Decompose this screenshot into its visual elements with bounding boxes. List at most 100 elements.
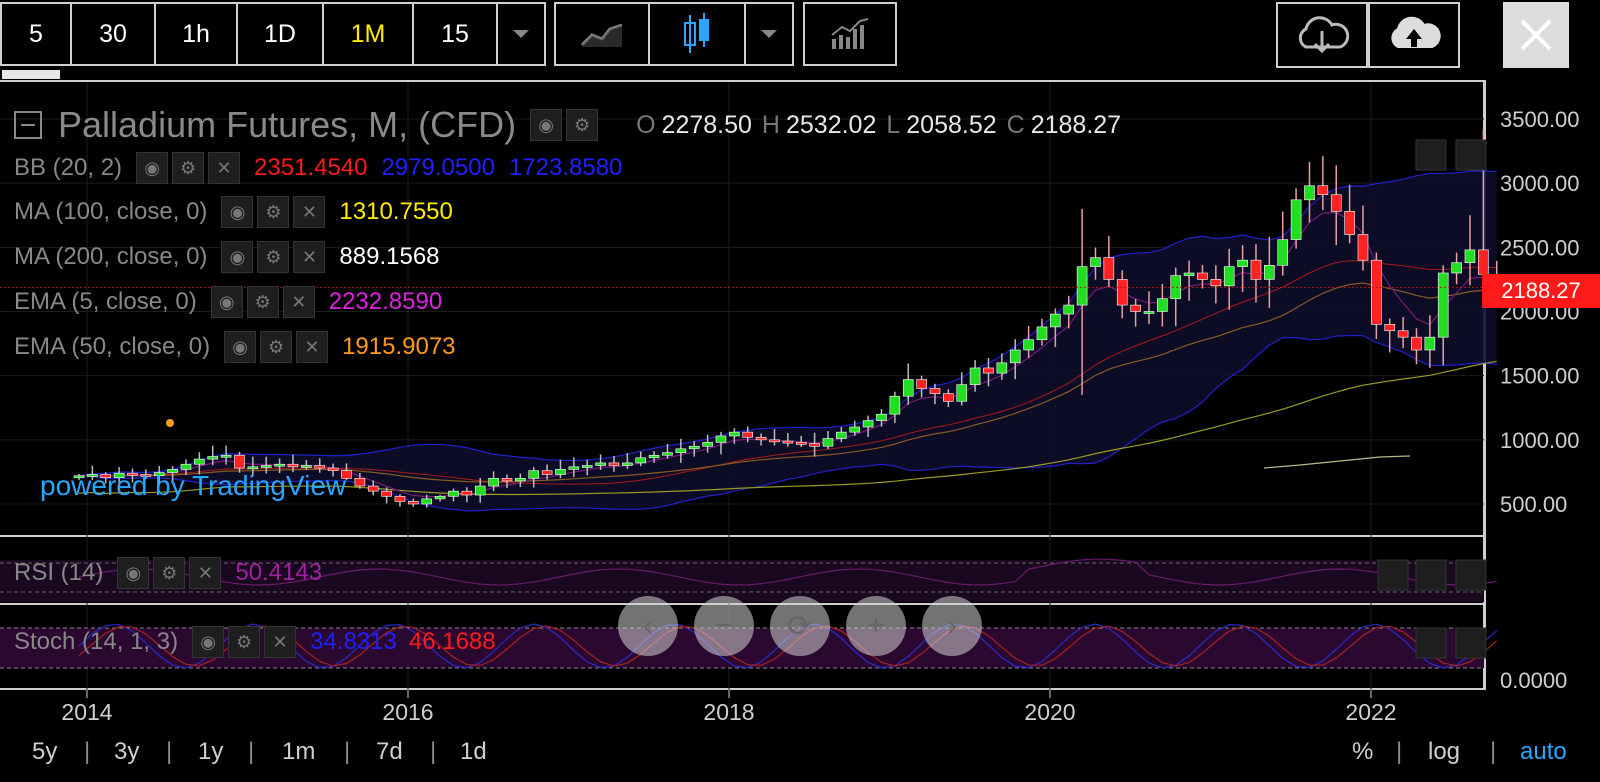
candle-body <box>274 463 285 467</box>
eye-icon[interactable]: ◉ <box>117 557 150 589</box>
stoch-axis-label: 0.0000 <box>1500 668 1568 693</box>
eye-icon[interactable]: ◉ <box>136 152 169 184</box>
candle-body <box>234 454 245 469</box>
bb-lower-line <box>78 334 1497 512</box>
interval-1m[interactable]: 1M <box>324 4 414 64</box>
indicator-row: EMA (5, close, 0) ◉ ⚙ ✕ 2232.8590 <box>14 286 456 318</box>
candle-body <box>956 384 968 402</box>
gear-icon[interactable]: ⚙ <box>260 331 293 363</box>
candle-body <box>809 443 820 447</box>
collapse-icon[interactable] <box>14 111 42 139</box>
auto-toggle[interactable]: auto <box>1520 738 1567 765</box>
interval-15[interactable]: 15 <box>414 4 498 64</box>
interval-30[interactable]: 30 <box>72 4 156 64</box>
scroll-right-button[interactable]: › <box>922 596 982 656</box>
candle-body <box>1090 257 1101 267</box>
gear-icon[interactable]: ⚙ <box>257 196 290 228</box>
candle-body <box>876 413 887 421</box>
close-icon[interactable]: ✕ <box>189 557 222 589</box>
close-icon[interactable]: ✕ <box>296 331 329 363</box>
close-icon[interactable]: ✕ <box>293 196 326 228</box>
close-icon[interactable]: ✕ <box>208 152 241 184</box>
candle-body <box>1050 313 1061 328</box>
candle-body <box>434 495 446 500</box>
candle-body <box>943 393 954 402</box>
separator: | <box>1396 738 1403 765</box>
candle-body <box>983 367 994 374</box>
ohlc-value: 2278.50 <box>661 110 752 139</box>
stoch-legend: Stoch (14, 1, 3) ◉ ⚙ ✕ 34.8313 46.1688 <box>14 626 496 658</box>
zoom-out-button[interactable]: − <box>694 596 754 656</box>
interval-5[interactable]: 5 <box>2 4 72 64</box>
range-7d[interactable]: 7d <box>376 738 403 765</box>
watermark: powered by TradingView <box>40 470 347 501</box>
range-1d[interactable]: 1d <box>460 738 487 765</box>
gear-icon[interactable]: ⚙ <box>246 286 279 318</box>
chart-type-dropdown[interactable] <box>746 4 792 64</box>
cloud-download-button[interactable] <box>1276 2 1368 68</box>
x-tick-label: 2016 <box>382 699 433 725</box>
interval-1d[interactable]: 1D <box>238 4 324 64</box>
percent-toggle[interactable]: % <box>1352 738 1374 765</box>
reset-button[interactable]: ⟳ <box>770 596 830 656</box>
range-5y[interactable]: 5y <box>32 738 58 765</box>
candle-body <box>1451 262 1462 274</box>
indicators-group <box>803 2 897 66</box>
candle-body <box>608 462 620 466</box>
toolbar: 5 30 1h 1D 1M 15 <box>0 0 1600 79</box>
gear-icon[interactable]: ⚙ <box>566 109 599 141</box>
gear-icon[interactable]: ⚙ <box>257 241 290 273</box>
indicator-row: EMA (50, close, 0) ◉ ⚙ ✕ 1915.9073 <box>14 331 470 363</box>
candle-body <box>836 431 847 439</box>
eye-icon[interactable]: ◉ <box>221 196 254 228</box>
candle-body <box>1157 298 1168 312</box>
separator: | <box>344 738 351 765</box>
eye-icon[interactable]: ◉ <box>192 626 225 658</box>
indicator-name: EMA (5, close, 0) <box>14 288 197 315</box>
range-1y[interactable]: 1y <box>198 738 224 765</box>
indicator-row: MA (200, close, 0) ◉ ⚙ ✕ 889.1568 <box>14 241 454 273</box>
interval-group: 5 30 1h 1D 1M 15 <box>0 2 546 66</box>
scroll-left-button[interactable]: ‹ <box>618 596 678 656</box>
eye-icon[interactable]: ◉ <box>224 331 257 363</box>
range-3y[interactable]: 3y <box>114 738 140 765</box>
indicator-row: MA (100, close, 0) ◉ ⚙ ✕ 1310.7550 <box>14 196 467 228</box>
line-chart-button[interactable] <box>556 4 650 64</box>
time-scrollbar[interactable] <box>2 70 60 79</box>
close-button[interactable] <box>1503 2 1569 68</box>
close-icon[interactable]: ✕ <box>282 286 315 318</box>
candle-body <box>341 470 352 479</box>
zoom-in-button[interactable]: + <box>846 596 906 656</box>
candle-body <box>1371 259 1382 325</box>
stoch-d-value: 46.1688 <box>408 628 496 655</box>
candle-body <box>648 454 660 459</box>
cloud-upload-button[interactable] <box>1368 2 1460 68</box>
candle-body <box>421 498 433 505</box>
chevron-down-icon <box>513 30 529 38</box>
candle-body <box>568 466 580 470</box>
close-icon[interactable]: ✕ <box>293 241 326 273</box>
indicators-button[interactable] <box>805 4 895 64</box>
gear-icon[interactable]: ⚙ <box>172 152 205 184</box>
interval-dropdown[interactable] <box>498 4 544 64</box>
gear-icon[interactable]: ⚙ <box>153 557 186 589</box>
candle-body <box>381 490 392 497</box>
indicator-name: BB (20, 2) <box>14 154 123 181</box>
candle-body <box>675 448 687 453</box>
log-toggle[interactable]: log <box>1428 738 1461 765</box>
eye-icon[interactable]: ◉ <box>530 109 563 141</box>
candle-body <box>301 465 312 468</box>
separator: | <box>84 738 91 765</box>
separator: | <box>1490 738 1497 765</box>
interval-1h[interactable]: 1h <box>156 4 238 64</box>
range-1m[interactable]: 1m <box>282 738 316 765</box>
candlestick-button[interactable] <box>650 4 746 64</box>
close-icon[interactable]: ✕ <box>264 626 297 658</box>
candle-body <box>207 456 219 460</box>
gear-icon[interactable]: ⚙ <box>228 626 261 658</box>
scale-button <box>1455 559 1487 591</box>
range-bar: 5y | 3y | 1y | 1m | 7d | 1d % | log | au… <box>0 730 1600 774</box>
eye-icon[interactable]: ◉ <box>210 286 243 318</box>
eye-icon[interactable]: ◉ <box>221 241 254 273</box>
candle-body <box>822 438 834 447</box>
